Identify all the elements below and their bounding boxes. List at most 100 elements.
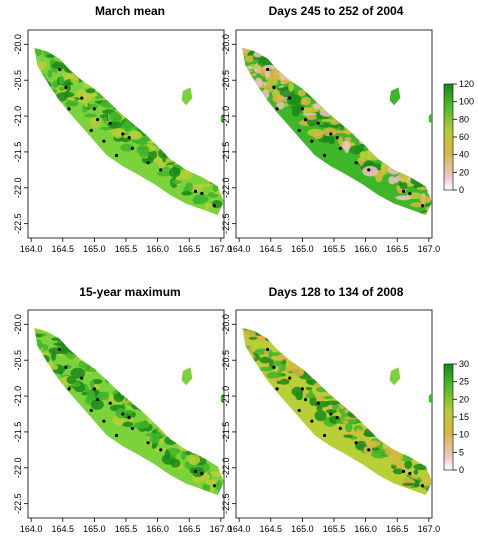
vegetation-patch — [53, 342, 68, 346]
vegetation-patch — [342, 420, 349, 424]
legend-colorbar — [443, 83, 454, 191]
vegetation-patch — [312, 131, 324, 140]
vegetation-patch — [318, 124, 331, 128]
legend-tick-label: 10 — [459, 430, 469, 440]
x-tick-label: 164.0 — [20, 244, 43, 254]
vegetation-patch — [365, 440, 381, 447]
vegetation-patch — [308, 390, 313, 396]
site-dot — [121, 132, 125, 136]
vegetation-patch — [113, 392, 125, 403]
vegetation-patch — [303, 107, 309, 115]
vegetation-patch — [34, 327, 45, 331]
vegetation-patch — [349, 145, 364, 155]
y-axis: -20.0 -20.5 -21.0 -21.5 -22.0 -22.5 — [221, 34, 236, 234]
site-dot — [95, 118, 100, 122]
vegetation-patch — [427, 188, 432, 196]
vegetation-patch — [139, 123, 152, 130]
vegetation-patch — [34, 355, 43, 366]
vegetation-patch — [34, 351, 42, 358]
vegetation-patch — [309, 396, 317, 406]
vegetation-patch — [393, 445, 400, 451]
vegetation-patch — [76, 92, 91, 99]
site-dot — [275, 107, 279, 111]
small-island — [389, 367, 401, 386]
vegetation-patch — [330, 120, 339, 126]
vegetation-patch — [360, 140, 376, 144]
legend-tick-label: 100 — [459, 97, 474, 107]
site-dot — [58, 67, 62, 72]
vegetation-patch — [272, 360, 282, 367]
vegetation-patch — [149, 435, 160, 444]
site-dot — [275, 387, 279, 391]
vegetation-patch — [300, 97, 307, 105]
vegetation-patch — [215, 480, 223, 491]
vegetation-patch — [373, 428, 386, 436]
site-dot — [401, 189, 406, 193]
vegetation-patch — [391, 441, 402, 449]
vegetation-patch — [305, 386, 313, 391]
vegetation-patch — [390, 432, 396, 442]
vegetation-patch — [274, 72, 280, 82]
vegetation-patch — [153, 133, 165, 141]
x-tick-label: 167.0 — [210, 524, 233, 534]
vegetation-patch — [248, 336, 258, 340]
vegetation-patch — [105, 376, 111, 384]
vegetation-patch — [312, 96, 326, 100]
vegetation-patch — [30, 324, 41, 327]
vegetation-patch — [259, 356, 272, 364]
vegetation-patch — [283, 103, 289, 108]
vegetation-patch — [266, 371, 280, 379]
vegetation-patch — [242, 69, 253, 73]
vegetation-patch — [149, 128, 154, 135]
vegetation-patch — [386, 152, 393, 162]
vegetation-patch — [242, 66, 254, 70]
vegetation-patch — [277, 368, 282, 378]
vegetation-patch — [146, 417, 153, 422]
vegetation-patch — [369, 415, 380, 424]
panel-4: Days 128 to 134 of 2008 164.0 164.5 165.0 1… — [221, 285, 440, 534]
vegetation-patch — [343, 120, 353, 126]
y-tick-label: -22.5 — [13, 213, 23, 234]
vegetation-patch — [70, 367, 86, 379]
vegetation-patch — [340, 405, 345, 410]
vegetation-patch — [167, 156, 182, 162]
site-dot — [266, 347, 270, 352]
vegetation-patch — [369, 422, 385, 429]
site-dot — [272, 85, 276, 89]
vegetation-patch — [342, 140, 351, 151]
y-tick-label: -21.0 — [221, 386, 231, 407]
vegetation-patch — [212, 175, 219, 181]
vegetation-patch — [313, 103, 321, 110]
vegetation-patch — [137, 400, 146, 412]
main-island — [30, 324, 224, 495]
vegetation-patch — [426, 177, 432, 188]
vegetation-patch — [130, 402, 142, 406]
x-tick-label: 166.5 — [178, 244, 201, 254]
vegetation-patch — [378, 432, 389, 444]
y-tick-label: -22.5 — [221, 493, 231, 514]
vegetation-patch — [98, 369, 106, 374]
y-tick-label: -20.0 — [13, 314, 23, 335]
site-dot — [297, 408, 301, 413]
vegetation-patch — [242, 76, 252, 85]
vegetation-patch — [181, 191, 192, 196]
site-dot — [297, 128, 301, 133]
site-dot — [338, 426, 342, 430]
vegetation-patch — [193, 194, 209, 205]
vegetation-patch — [242, 47, 252, 53]
vegetation-patch — [242, 69, 247, 76]
vegetation-patch — [114, 103, 129, 109]
vegetation-patch — [181, 156, 188, 166]
site-dot — [64, 365, 68, 369]
vegetation-patch — [195, 447, 207, 451]
vegetation-patch — [68, 99, 79, 107]
vegetation-patch — [398, 161, 407, 170]
vegetation-patch — [336, 110, 347, 122]
edge-island — [220, 112, 224, 124]
vegetation-patch — [291, 386, 304, 397]
vegetation-patch — [305, 393, 316, 399]
panel-title: March mean — [95, 4, 165, 18]
site-dot — [200, 191, 204, 196]
vegetation-patch — [423, 475, 432, 479]
vegetation-patch — [358, 134, 365, 145]
